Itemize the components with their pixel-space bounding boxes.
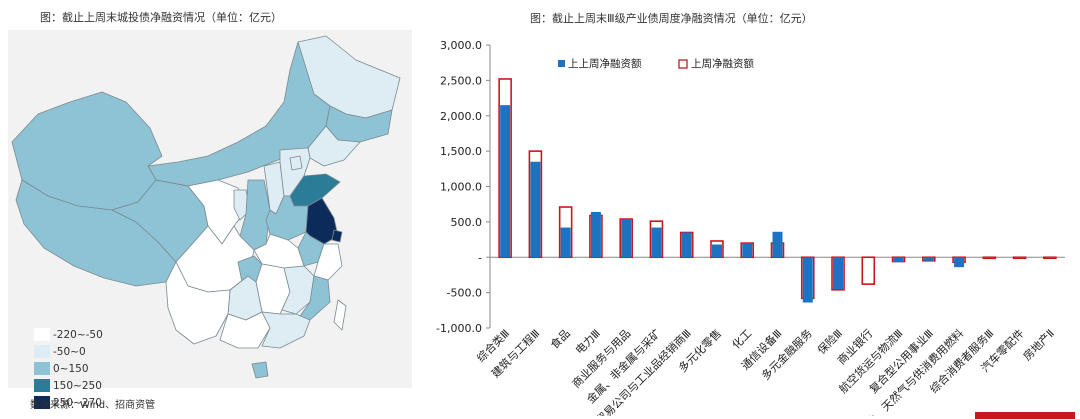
- bar-week-before: [742, 243, 753, 258]
- bar-week-before: [1044, 257, 1055, 258]
- province-beijing-tianjin: [289, 155, 303, 171]
- province-shanghai: [331, 229, 343, 243]
- legend-item: 250~270: [34, 394, 103, 411]
- y-tick-label: -: [478, 251, 482, 264]
- bar-last-week: [861, 256, 876, 285]
- bar-week-before: [651, 227, 662, 258]
- category-label: 房地产Ⅱ: [1020, 326, 1057, 363]
- legend-item: 0~150: [34, 360, 103, 377]
- legend-label: 0~150: [53, 362, 89, 375]
- bar-week-before: [681, 232, 692, 258]
- bar-week-before: [954, 257, 965, 268]
- legend-swatch: [34, 379, 50, 392]
- legend-item: -220~-50: [34, 326, 103, 343]
- category-label: 食品: [547, 326, 572, 351]
- bar-week-before: [500, 105, 511, 258]
- source-note: 数据来源：Wind、招商资管: [30, 400, 156, 411]
- y-tick-label: 2,000.0: [440, 110, 482, 123]
- bar-week-before: [802, 257, 813, 303]
- y-tick-label: 3,000.0: [440, 39, 482, 52]
- y-tick-label: 2,500.0: [440, 74, 482, 87]
- legend-swatch-last-week: [678, 59, 688, 69]
- legend-item: -50~0: [34, 343, 103, 360]
- bar-week-before: [590, 211, 601, 258]
- china-map-panel: -220~-50 -50~0 0~150 150~250 250~270: [8, 30, 412, 409]
- legend-swatch-week-before: [558, 60, 565, 67]
- bar-week-before: [560, 227, 571, 258]
- bar-week-before: [984, 257, 995, 258]
- province-guangdong: [261, 311, 311, 349]
- map-legend: -220~-50 -50~0 0~150 150~250 250~270: [34, 326, 103, 411]
- y-tick-label: 1,000.0: [440, 181, 482, 194]
- bar-week-before: [833, 257, 844, 290]
- province-hainan: [251, 361, 269, 379]
- footer-red-strip: [975, 412, 1075, 419]
- y-tick-label: -500.0: [447, 287, 482, 300]
- bar-week-before: [923, 257, 934, 261]
- chart-title: 图：截止上周末Ⅲ级产业债周度净融资情况（单位：亿元）: [530, 12, 813, 25]
- bar-week-before: [621, 219, 632, 258]
- y-tick-label: -1,000.0: [436, 322, 482, 335]
- legend-label: -220~-50: [53, 328, 103, 341]
- china-map: [11, 35, 401, 379]
- legend-label-week-before: 上上周净融资额: [568, 57, 642, 70]
- legend-label-last-week: 上周净融资额: [691, 57, 754, 70]
- bar-week-before: [530, 161, 541, 258]
- y-tick-label: 1,500.0: [440, 145, 482, 158]
- net-financing-bar-chart: 3,000.0 2,500.0 2,000.0 1,500.0 1,000.0 500.0…: [436, 39, 1065, 416]
- category-label: 化工: [729, 326, 754, 351]
- province-jiangxi: [281, 265, 315, 315]
- legend-swatch: [34, 345, 50, 358]
- bar-week-before: [772, 231, 783, 258]
- bar-week-before: [711, 244, 722, 258]
- legend-swatch: [34, 328, 50, 341]
- legend-swatch: [34, 362, 50, 375]
- province-taiwan: [333, 299, 347, 331]
- province-guangxi: [219, 311, 271, 349]
- legend-label: 150~250: [53, 379, 102, 392]
- bar-week-before: [1014, 257, 1025, 258]
- map-title: 图：截止上周末城投债净融资情况（单位：亿元）: [40, 11, 282, 24]
- legend-swatch: [34, 396, 50, 409]
- legend-item: 150~250: [34, 377, 103, 394]
- y-tick-label: 500.0: [451, 216, 483, 229]
- legend-label: 250~270: [53, 396, 102, 409]
- legend-label: -50~0: [53, 345, 86, 358]
- bar-week-before: [893, 257, 904, 263]
